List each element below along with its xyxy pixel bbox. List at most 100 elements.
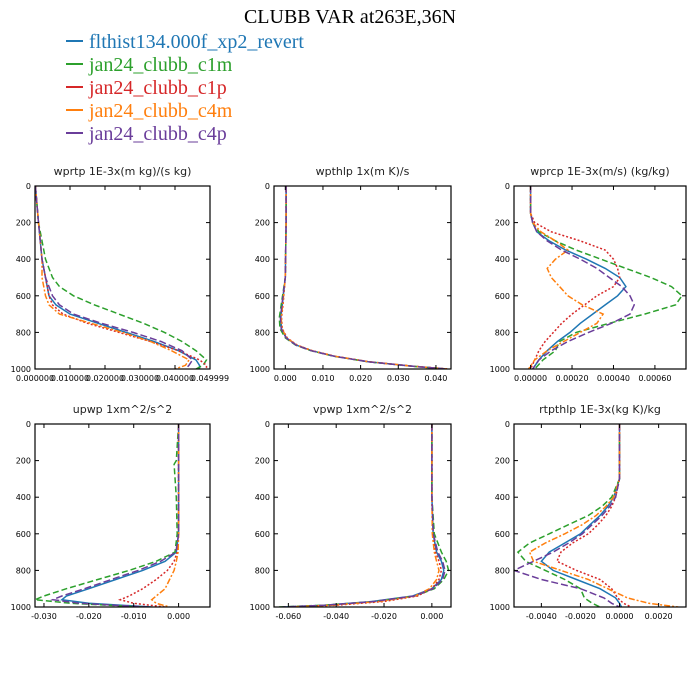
- y-tick-label: 400: [255, 255, 270, 264]
- legend-entry: jan24_clubb_c1m: [66, 54, 304, 77]
- series-line: [556, 424, 632, 607]
- y-tick-label: 1000: [250, 365, 270, 374]
- series-line: [529, 186, 621, 369]
- series-line: [282, 424, 446, 607]
- plot-frame: [273, 423, 452, 608]
- y-tick-label: 1000: [11, 603, 31, 612]
- plot-frame: [513, 423, 687, 608]
- y-tick-label: 200: [16, 457, 31, 466]
- y-tick-label: 600: [255, 530, 270, 539]
- legend-entry: jan24_clubb_c4m: [66, 100, 304, 123]
- x-tick-label: 0.049999: [191, 374, 229, 383]
- series-line: [527, 186, 605, 369]
- chart-panel: wprtp 1E-3x(m kg)/(s kg) 0 200 400 600 800 100…: [11, 165, 229, 383]
- y-tick-label: 400: [495, 493, 510, 502]
- x-tick-label: 0.000: [167, 612, 190, 621]
- x-tick-label: -0.060: [275, 612, 301, 621]
- legend: flthist134.000f_xp2_revert jan24_clubb_c…: [66, 31, 304, 146]
- plot-frame: [34, 423, 211, 608]
- y-tick-label: 0: [26, 420, 31, 429]
- legend-swatch: [66, 109, 83, 112]
- series-group: [278, 424, 450, 607]
- y-tick-label: 0: [265, 182, 270, 191]
- chart-panel: wprcp 1E-3x(m/s) (kg/kg) 0 200 400 600 800 100…: [490, 165, 687, 383]
- x-tick-label: -0.030: [31, 612, 57, 621]
- y-tick-label: 800: [16, 566, 31, 575]
- series-line: [60, 424, 180, 607]
- series-line: [288, 424, 440, 607]
- x-tick-label: 0.010000: [51, 374, 89, 383]
- y-tick-label: 200: [16, 219, 31, 228]
- chart-title: upwp 1xm^2/s^2: [73, 403, 173, 416]
- chart-title: wpthlp 1x(m K)/s: [316, 165, 410, 178]
- chart-title: rtpthlp 1E-3x(kg K)/kg: [539, 403, 661, 416]
- chart-title: wprtp 1E-3x(m kg)/(s kg): [54, 165, 192, 178]
- legend-swatch: [66, 40, 83, 43]
- legend-entry: jan24_clubb_c4p: [66, 123, 304, 146]
- x-tick-label: 0.020000: [86, 374, 124, 383]
- series-line: [280, 186, 448, 369]
- legend-label: flthist134.000f_xp2_revert: [89, 31, 304, 53]
- x-tick-label: -0.0040: [526, 612, 557, 621]
- legend-label: jan24_clubb_c4m: [89, 100, 233, 122]
- legend-label: jan24_clubb_c1p: [89, 77, 227, 99]
- y-tick-label: 1000: [490, 603, 510, 612]
- chart-panel: vpwp 1xm^2/s^2 0 200 400 600 800 1000 -0.060 -0.…: [250, 403, 452, 621]
- x-tick-label: 0.000000: [16, 374, 54, 383]
- series-line: [280, 186, 448, 369]
- plot-frame: [273, 185, 452, 370]
- series-line: [540, 424, 623, 607]
- series-line: [280, 186, 449, 369]
- page-title: CLUBB VAR at263E,36N: [243, 6, 457, 28]
- series-line: [278, 186, 447, 369]
- y-tick-label: 800: [255, 566, 270, 575]
- y-tick-label: 0: [505, 182, 510, 191]
- series-line: [529, 186, 683, 369]
- x-tick-label: -0.020: [371, 612, 397, 621]
- plot-frame: [34, 185, 211, 370]
- chart-panel: wpthlp 1x(m K)/s 0 200 400 600 800 1000 0.000 0.…: [250, 165, 452, 383]
- legend-swatch: [66, 86, 83, 89]
- y-tick-label: 600: [16, 530, 31, 539]
- series-group: [514, 424, 679, 607]
- chart-title: wprcp 1E-3x(m/s) (kg/kg): [530, 165, 669, 178]
- y-tick-label: 1000: [250, 603, 270, 612]
- series-line: [293, 424, 443, 607]
- x-tick-label: 0.010: [312, 374, 335, 383]
- series-line: [35, 186, 201, 369]
- y-tick-label: 0: [26, 182, 31, 191]
- legend-label: jan24_clubb_c4p: [89, 123, 227, 145]
- y-tick-label: 800: [255, 328, 270, 337]
- x-tick-label: 0.00060: [638, 374, 671, 383]
- y-tick-label: 800: [16, 328, 31, 337]
- series-group: [527, 186, 683, 369]
- series-line: [35, 186, 191, 369]
- series-line: [514, 424, 621, 607]
- x-tick-label: 0.000: [274, 374, 297, 383]
- x-tick-label: 0.00040: [597, 374, 630, 383]
- series-line: [35, 424, 180, 607]
- y-tick-label: 600: [495, 292, 510, 301]
- y-tick-label: 600: [495, 530, 510, 539]
- series-line: [50, 424, 180, 607]
- chart-panel: upwp 1xm^2/s^2 0 200 400 600 800 1000-0.030 -0.…: [11, 403, 211, 621]
- series-group: [278, 186, 449, 369]
- y-tick-label: 200: [255, 457, 270, 466]
- legend-swatch: [66, 63, 83, 66]
- y-tick-label: 400: [495, 255, 510, 264]
- y-tick-label: 200: [495, 219, 510, 228]
- y-tick-label: 800: [495, 328, 510, 337]
- y-tick-label: 0: [505, 420, 510, 429]
- y-tick-label: 400: [255, 493, 270, 502]
- series-line: [529, 186, 636, 369]
- x-tick-label: -0.010: [121, 612, 147, 621]
- x-tick-label: 0.030: [387, 374, 410, 383]
- series-group: [35, 186, 208, 369]
- y-tick-label: 200: [495, 457, 510, 466]
- x-tick-label: 0.00000: [514, 374, 547, 383]
- x-tick-label: 0.020: [349, 374, 372, 383]
- y-tick-label: 400: [16, 493, 31, 502]
- x-tick-label: -0.0020: [565, 612, 596, 621]
- x-tick-label: 0.030000: [121, 374, 159, 383]
